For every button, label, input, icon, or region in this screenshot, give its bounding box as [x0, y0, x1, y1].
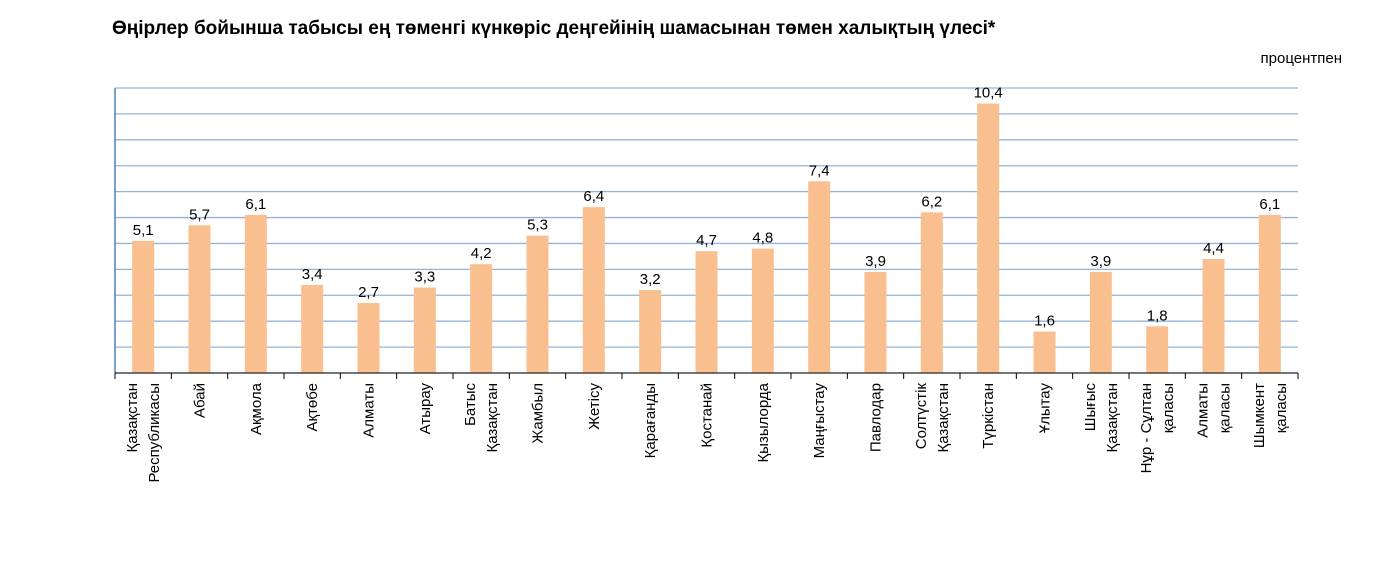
- bar: [695, 251, 718, 373]
- category-label: Ақмола: [248, 382, 265, 435]
- category-label: Шымкент: [1251, 383, 1268, 448]
- unit-label: процентпен: [1260, 50, 1342, 67]
- category-label: қаласы: [1217, 383, 1234, 433]
- bar: [357, 303, 380, 373]
- data-label: 5,1: [133, 222, 154, 239]
- data-label: 6,1: [245, 196, 266, 213]
- category-label: қаласы: [1273, 383, 1290, 433]
- bar: [639, 290, 662, 373]
- bar: [582, 207, 605, 373]
- data-label: 10,4: [974, 85, 1003, 102]
- bar: [301, 284, 324, 373]
- data-label: 6,2: [921, 193, 942, 210]
- category-label: Республикасы: [146, 383, 163, 483]
- category-labels: Қазақстан Республикасы Абай Ақмола Ақтөбе Алм…: [124, 382, 1290, 482]
- bar: [413, 287, 436, 373]
- category-label: Қызылорда: [755, 382, 772, 462]
- data-label: 4,2: [471, 245, 492, 262]
- data-label: 5,3: [527, 217, 548, 234]
- category-label: Абай: [192, 383, 209, 418]
- bar: [188, 225, 211, 373]
- category-label: Жамбыл: [530, 383, 547, 444]
- category-label: Шығыс: [1082, 383, 1099, 432]
- category-label: Маңғыстау: [811, 383, 828, 459]
- value-labels: 5,1 5,7 6,1 3,4 2,7 3,3 4,2 5,3 6,4 3,2 4,7 4,8 7,4 3…: [133, 85, 1281, 330]
- bar: [1033, 331, 1056, 373]
- data-label: 3,2: [640, 271, 661, 288]
- data-label: 5,7: [189, 206, 210, 223]
- bar: [132, 240, 155, 373]
- category-label: Қостанай: [699, 383, 716, 448]
- data-label: 7,4: [809, 162, 830, 179]
- bar: [751, 248, 774, 373]
- category-label: Солтүстік: [913, 383, 930, 450]
- category-label: Қарағанды: [642, 383, 659, 458]
- bar: [920, 212, 943, 373]
- data-label: 4,8: [752, 230, 773, 247]
- category-label: Түркістан: [980, 383, 997, 449]
- bar: [526, 235, 549, 373]
- data-label: 3,3: [414, 269, 435, 286]
- data-label: 3,9: [865, 253, 886, 270]
- bar: [1258, 214, 1281, 373]
- data-label: 2,7: [358, 284, 379, 301]
- bar: [977, 103, 1000, 373]
- data-label: 3,4: [302, 266, 323, 283]
- bar: [470, 264, 493, 373]
- bar: [808, 181, 831, 373]
- category-label: Алматы: [361, 383, 378, 438]
- category-label: Қазақстан: [935, 383, 952, 453]
- bars: [132, 103, 1281, 373]
- data-label: 4,7: [696, 232, 717, 249]
- bar: [1146, 326, 1169, 373]
- category-label: Атырау: [417, 383, 434, 435]
- category-label: Қазақстан: [1104, 383, 1121, 453]
- data-label: 3,9: [1090, 253, 1111, 270]
- category-label: Батыс: [462, 383, 479, 427]
- category-label: Нұр - Сұлтан: [1138, 383, 1155, 473]
- data-label: 6,4: [583, 188, 604, 205]
- bar: [244, 214, 267, 373]
- bar: [864, 271, 887, 373]
- data-label: 1,6: [1034, 313, 1055, 330]
- data-label: 4,4: [1203, 240, 1224, 257]
- category-label: Қазақстан: [484, 383, 501, 453]
- data-label: 6,1: [1259, 196, 1280, 213]
- data-label: 1,8: [1147, 307, 1168, 324]
- category-label: Павлодар: [868, 383, 885, 452]
- category-label: қаласы: [1160, 383, 1177, 433]
- bar: [1089, 271, 1112, 373]
- category-label: Қазақстан: [124, 383, 141, 453]
- chart-title: Өңірлер бойынша табысы ең төменгі күнкөр…: [112, 18, 996, 39]
- category-label: Жетісу: [586, 383, 603, 430]
- category-label: Ақтөбе: [304, 383, 321, 432]
- category-label: Ұлытау: [1037, 383, 1054, 434]
- category-label: Алматы: [1195, 383, 1212, 438]
- bar: [1202, 259, 1225, 373]
- axes: [114, 88, 1299, 379]
